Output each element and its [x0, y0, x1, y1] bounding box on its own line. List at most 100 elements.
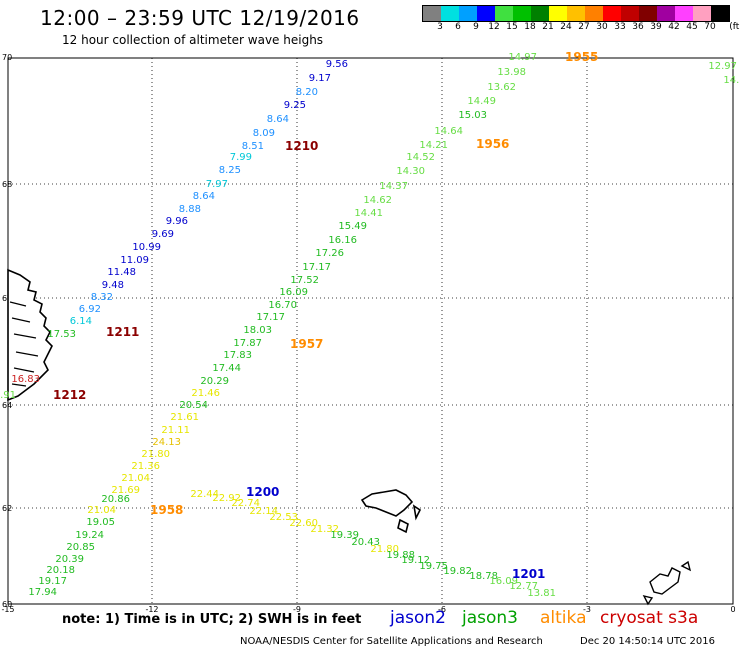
- wave-height-reading: 21.04: [121, 473, 150, 484]
- wave-height-reading: 17.17: [256, 312, 285, 323]
- wave-height-reading: 13.98: [497, 67, 526, 78]
- colorbar-swatch: [423, 6, 441, 21]
- land-masses: [7, 268, 692, 606]
- legend-item: jason3: [462, 608, 518, 628]
- wave-height-reading: 12.97: [708, 61, 737, 72]
- wave-height-reading: 9.56: [326, 59, 348, 70]
- wave-height-reading: 14.62: [363, 195, 392, 206]
- wave-height-reading: 20.39: [55, 554, 84, 565]
- pass-time-label: 1210: [285, 139, 318, 153]
- wave-height-reading: 9.96: [166, 216, 188, 227]
- latitude-label: 66: [2, 294, 12, 303]
- wave-height-reading: 9.17: [309, 73, 331, 84]
- shetland-islands: [642, 560, 692, 606]
- colorbar-swatch: [441, 6, 459, 21]
- colorbar-swatch: [513, 6, 531, 21]
- timestamp-text: Dec 20 14:50:14 UTC 2016: [580, 636, 715, 647]
- wave-height-reading: 15.03: [458, 110, 487, 121]
- colorbar-tick-label: 18: [524, 22, 536, 32]
- wave-height-reading: 11.09: [120, 255, 149, 266]
- pass-time-label: 1201: [512, 567, 545, 581]
- colorbar-tick-label: 6: [455, 22, 461, 32]
- wave-height-reading: 14.30: [396, 166, 425, 177]
- wave-height-reading: 14.97: [508, 52, 537, 63]
- wave-height-reading: 17.53: [47, 329, 76, 340]
- colorbar-swatch: [477, 6, 495, 21]
- legend-item: cryosat s3a: [600, 608, 699, 628]
- wave-height-readings: 14.97 13.98 13.62 14.49 15.03 14.64 14.2114.52…: [0, 52, 740, 599]
- colorbar-tick-label: 36: [632, 22, 644, 32]
- colorbar-swatch: [639, 6, 657, 21]
- colorbar-tick-label: 9: [473, 22, 479, 32]
- wave-height-reading: 9.69: [152, 229, 174, 240]
- wave-height-reading: 16.70: [268, 300, 297, 311]
- axis-ticks: 70 68 66 64 62 60-15 -12 -9 -6 -3 0: [1, 53, 735, 614]
- colorbar-swatch: [585, 6, 603, 21]
- wave-height-reading: 21.80: [141, 449, 170, 460]
- wave-height-reading: 8.64: [267, 114, 289, 125]
- wave-height-reading: 16.09: [279, 287, 308, 298]
- wave-height-reading: 10.99: [132, 242, 161, 253]
- wave-height-reading: 14.52: [406, 152, 435, 163]
- wave-height-reading: 20.43: [351, 537, 380, 548]
- wave-height-reading: 14.49: [467, 96, 496, 107]
- faroe-islands: [360, 489, 422, 534]
- wave-height-reading: 11.48: [107, 267, 136, 278]
- latitude-label: 60: [2, 600, 12, 609]
- wave-height-reading: 21.11: [161, 425, 190, 436]
- colorbar-unit: (ft): [729, 22, 740, 32]
- wave-height-reading: 20.18: [46, 565, 75, 576]
- wave-height-reading: 21.32: [310, 524, 339, 535]
- wave-height-reading: 17.17: [302, 262, 331, 273]
- wave-height-reading: 7.97: [206, 179, 228, 190]
- latitude-label: 64: [2, 401, 12, 410]
- colorbar-swatch: [567, 6, 585, 21]
- wave-height-reading: 16.83: [11, 374, 40, 385]
- wave-height-reading: 20.86: [101, 494, 130, 505]
- wave-height-reading: 19.75: [419, 561, 448, 572]
- colorbar-tick-label: 3: [437, 22, 443, 32]
- colorbar-tick-label: 45: [686, 22, 698, 32]
- pass-time-label: 1955: [565, 50, 598, 64]
- colorbar-tick-label: 27: [578, 22, 590, 32]
- wave-height-reading: 22.44: [190, 489, 219, 500]
- wave-height-reading: 22.14: [249, 506, 278, 517]
- wave-height-reading: 12.77: [509, 581, 538, 592]
- wave-height-reading: 8.32: [91, 292, 113, 303]
- colorbar-swatch: [459, 6, 477, 21]
- colorbar-tick-label: 12: [488, 22, 500, 32]
- colorbar-tick-label: 24: [560, 22, 572, 32]
- wave-height-reading: 14.41: [354, 208, 383, 219]
- wave-height-reading: 18.03: [243, 325, 272, 336]
- wave-height-reading: 19.39: [330, 530, 359, 541]
- longitude-label: -12: [145, 605, 158, 614]
- wave-height-reading: 19.05: [86, 517, 115, 528]
- wave-height-reading: 18.78: [469, 571, 498, 582]
- longitude-label: -15: [1, 605, 14, 614]
- map-title: 12:00 – 23:59 UTC 12/19/2016: [40, 6, 360, 30]
- pass-time-label: 1957: [290, 337, 323, 351]
- colorbar-swatch: [657, 6, 675, 21]
- latitude-label: 68: [2, 180, 12, 189]
- wave-height-reading: 21.46: [191, 388, 220, 399]
- wave-height-reading: 19.24: [75, 530, 104, 541]
- wave-height-reading: 21.04: [87, 505, 116, 516]
- wave-height-reading: 17.94: [28, 587, 57, 598]
- colorbar-tick-label: 70: [704, 22, 716, 32]
- map-grid: [8, 58, 733, 604]
- wave-height-reading: 20.85: [66, 542, 95, 553]
- wave-height-reading: 8.25: [219, 165, 241, 176]
- wave-height-reading: 8.51: [242, 141, 264, 152]
- greenland-coast: [7, 268, 53, 402]
- wave-height-reading: 8.64: [193, 191, 215, 202]
- latitude-label: 62: [2, 504, 12, 513]
- wave-height-reading: 17.44: [212, 363, 241, 374]
- wave-height-reading: 7.99: [230, 152, 252, 163]
- wave-height-reading: 19.12: [401, 555, 430, 566]
- colorbar-swatch: [675, 6, 693, 21]
- wave-height-reading: 14.37: [379, 181, 408, 192]
- legend-item: jason2: [390, 608, 446, 628]
- wave-height-reading: 14.81: [723, 75, 740, 86]
- footnote: note: 1) Time is in UTC; 2) SWH is in fe…: [62, 612, 362, 627]
